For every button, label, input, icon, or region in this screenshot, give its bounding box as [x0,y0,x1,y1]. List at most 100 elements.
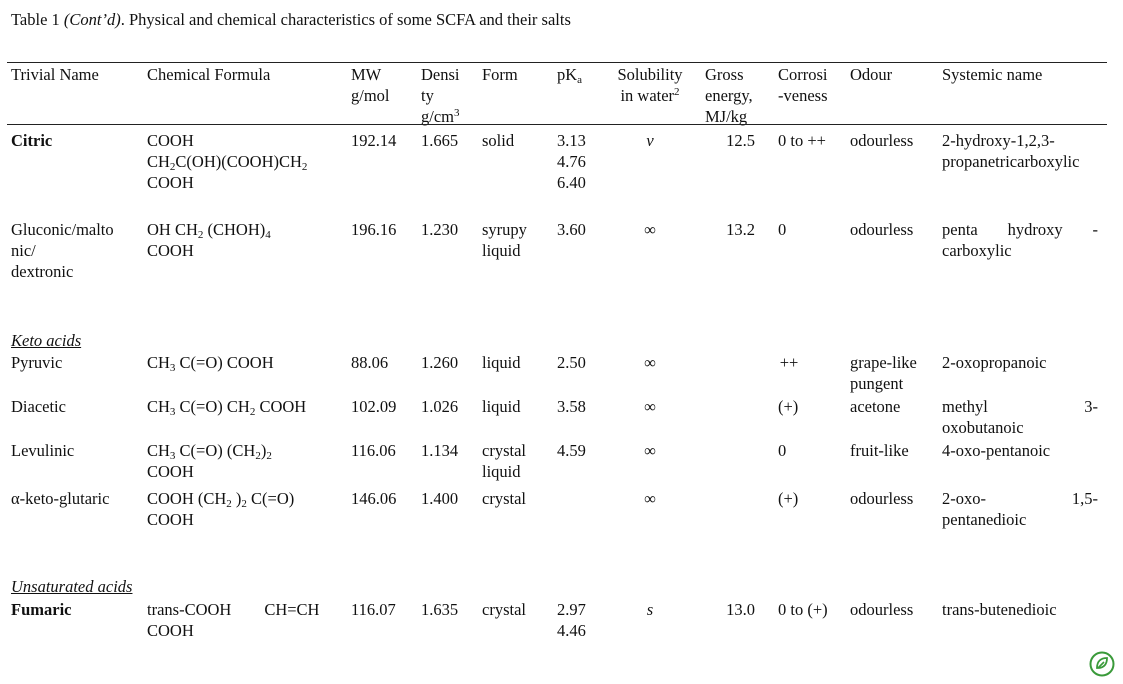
header-solubility: Solubility in water2 [610,64,690,106]
row-systemic-name: 4-oxo-pentanoic [942,441,1051,460]
formula-line: COOH [147,131,194,150]
row-mw: 88.06 [351,353,389,372]
section-keto-acids: Keto acids [11,331,82,350]
header-gross-energy: Gross energy, MJ/kg [705,65,753,126]
row-systemic-name: trans-butenedioic [942,600,1057,619]
row-corrosiveness: 0 to ++ [778,131,826,150]
leaf-circle-icon [1089,651,1115,677]
row-form: liquid [482,397,521,416]
row-corrosiveness: (+) [778,489,799,508]
formula-sub: 2 [241,498,247,510]
formula-sub: 2 [226,498,232,510]
row-name: Gluconic/malto nic/ dextronic [11,220,114,281]
row-odour: grape-like pungent [850,353,917,393]
formula-sub: 2 [301,161,308,173]
formula-part: OH CH [147,220,198,239]
table-caption: Table 1 (Cont’d). Physical and chemical … [11,9,571,30]
row-mw: 116.07 [351,600,396,619]
systemic-line: methyl 3- [942,397,1098,416]
header-trivial-name: Trivial Name [11,65,99,84]
header-form: Form [482,65,518,84]
caption-text: . Physical and chemical characteristics … [120,10,571,29]
row-density: 1.400 [421,489,459,508]
formula-line: COOH [147,241,194,260]
table-top-rule [7,62,1107,63]
row-solubility: s [646,600,654,619]
formula-sub: 4 [265,229,271,241]
row-odour: acetone [850,397,901,416]
systemic-line: oxobutanoic [942,418,1024,437]
header-systemic-name: Systemic name [942,65,1043,84]
systemic-line: penta hydroxy - [942,220,1098,239]
row-solubility: ∞ [644,489,656,508]
formula-part: ) [231,489,242,508]
row-mw: 146.06 [351,489,397,508]
row-pka: 3.60 [557,220,586,239]
header-pka-text: pK [557,65,578,84]
row-systemic-name: 2-oxopropanoic [942,353,1047,372]
formula-sub: 3 [169,450,176,462]
formula-part: CH [147,353,170,372]
row-gross-energy: 12.5 [726,131,755,150]
row-name: Fumaric [11,600,72,619]
row-mw: 102.09 [351,397,397,416]
row-solubility: ∞ [644,397,656,416]
formula-line: trans-COOH CH=CH [147,600,320,619]
header-chemical-formula: Chemical Formula [147,65,271,84]
row-density: 1.665 [421,131,459,150]
row-solubility: v [646,131,654,150]
row-density: 1.260 [421,353,459,372]
row-form: syrupy liquid [482,220,527,260]
formula-part: CH [147,152,170,171]
header-pka: pKa [557,64,582,86]
row-density: 1.134 [421,441,459,460]
systemic-line: carboxylic [942,241,1012,260]
row-pka: 3.58 [557,397,586,416]
systemic-line: pentanedioic [942,510,1027,529]
formula-sub: 2 [266,450,272,462]
formula-part: COOH (CH [147,489,227,508]
row-gross-energy: 13.0 [726,600,755,619]
caption-label: Table 1 [11,10,60,29]
row-formula: COOH CH2C(OH)(COOH)CH2 COOH [147,130,307,193]
row-formula: CH3 C(=O) CH2 COOH [147,396,306,418]
row-pka: 4.59 [557,441,586,460]
row-formula: CH3 C(=O) (CH2)2 COOH [147,440,272,482]
formula-line: COOH [147,462,194,481]
formula-part: C(OH)(COOH)CH [175,152,302,171]
row-corrosiveness: (+) [778,397,799,416]
row-form: crystal [482,600,526,619]
row-name: Pyruvic [11,353,63,372]
header-mw: MW g/mol [351,65,390,105]
row-pka: 2.97 4.46 [557,600,586,640]
row-formula: OH CH2 (CHOH)4 COOH [147,219,271,261]
header-corrosiveness: Corrosi -veness [778,65,828,105]
row-name: α-keto-glutaric [11,489,110,508]
formula-part: CH [147,397,170,416]
row-solubility: ∞ [644,353,656,372]
formula-part: C(=O) [246,489,295,508]
formula-line: COOH [147,173,194,192]
row-odour: odourless [850,220,914,239]
row-form: liquid [482,353,521,372]
formula-line: COOH [147,621,194,640]
row-form: crystal liquid [482,441,526,481]
row-density: 1.026 [421,397,459,416]
formula-part: (CHOH) [203,220,266,239]
row-pka: 2.50 [557,353,586,372]
row-name: Citric [11,131,53,150]
formula-sub: 3 [169,362,176,374]
row-pka: 3.13 4.76 6.40 [557,131,586,192]
formula-sub: 3 [169,406,176,418]
row-density: 1.230 [421,220,459,239]
row-mw: 196.16 [351,220,397,239]
formula-part: C(=O) COOH [175,353,274,372]
row-odour: odourless [850,489,914,508]
formula-part: CH [147,441,170,460]
header-density: Densi ty g/cm3 [421,64,460,127]
row-formula: trans-COOH CH=CH COOH [147,599,319,641]
formula-sub: 2 [249,406,256,418]
formula-part: C(=O) (CH [175,441,256,460]
row-name: Levulinic [11,441,75,460]
formula-part: ) [260,441,267,460]
